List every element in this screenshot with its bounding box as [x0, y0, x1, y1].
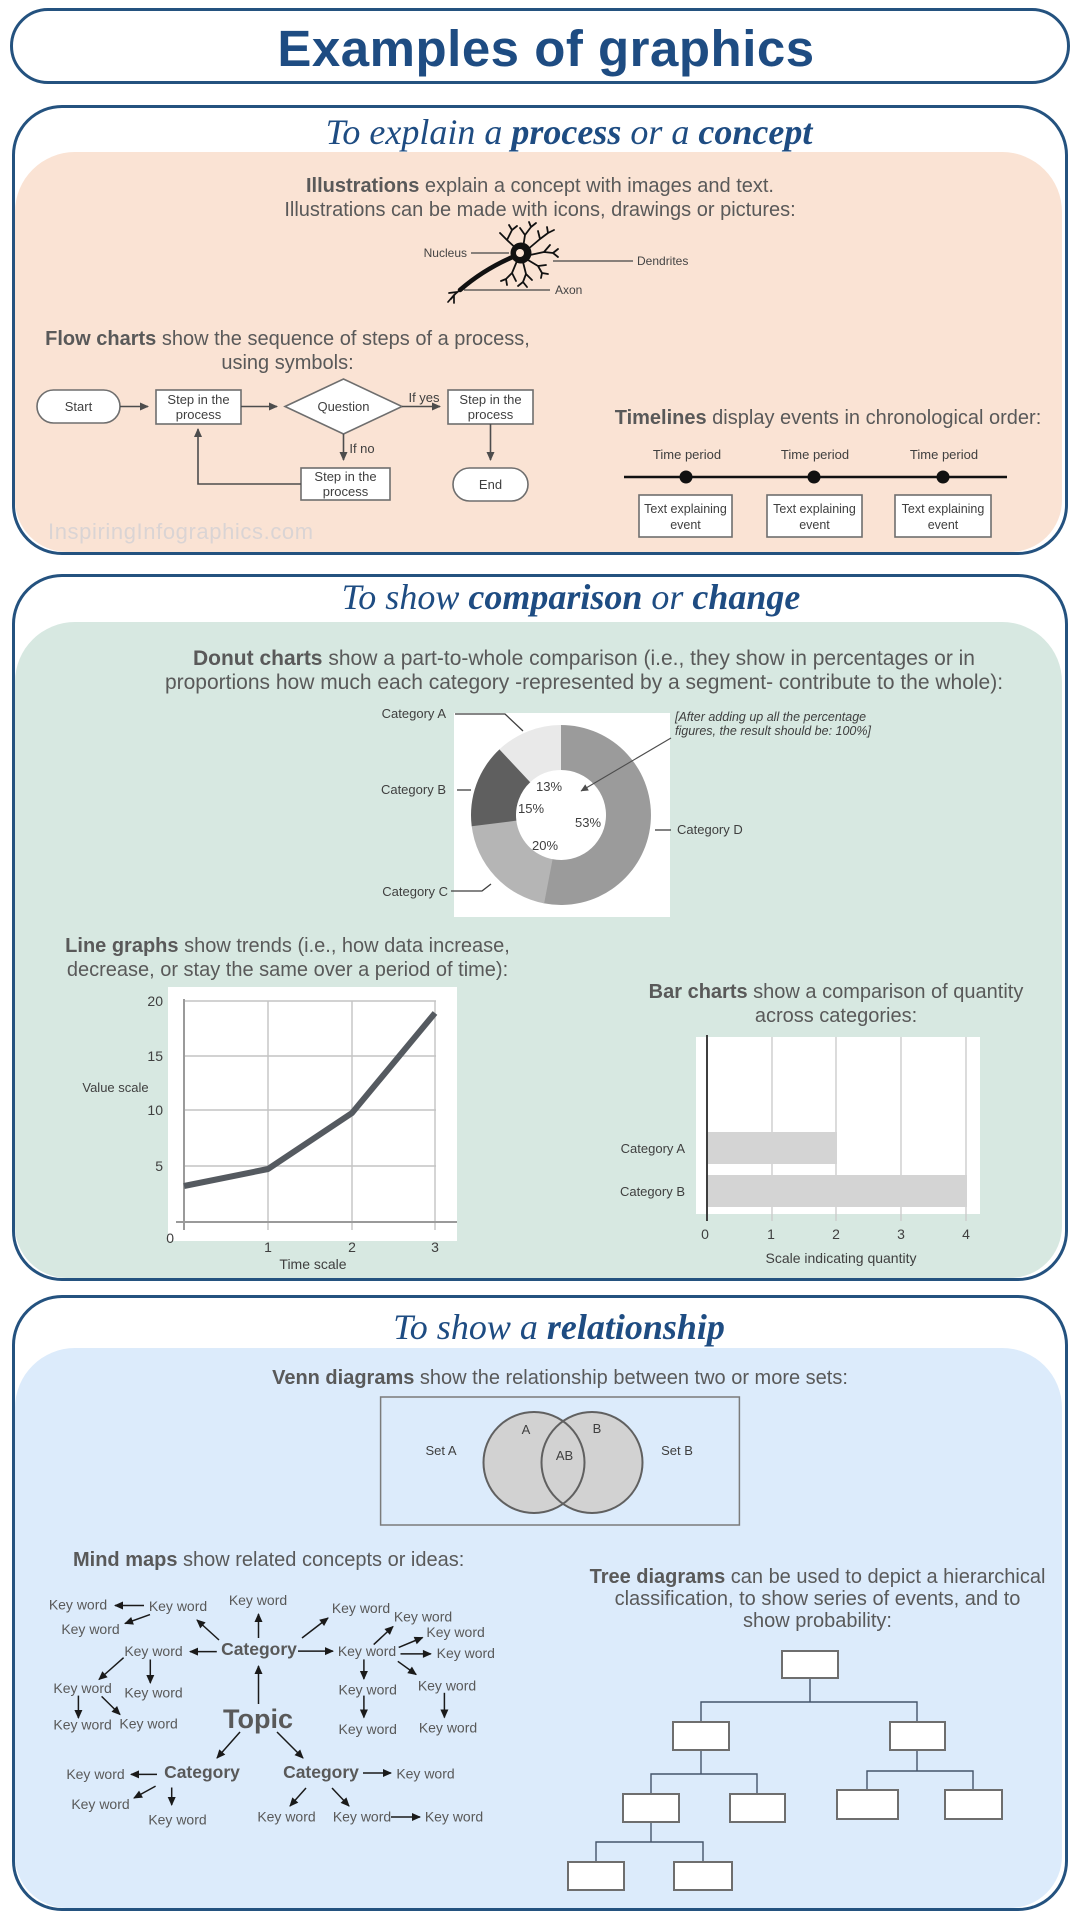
svg-text:End: End: [479, 477, 502, 492]
svg-text:5: 5: [155, 1158, 163, 1174]
svg-text:Key word: Key word: [61, 1621, 119, 1637]
svg-text:Key word: Key word: [71, 1796, 129, 1812]
svg-text:4: 4: [962, 1226, 970, 1242]
svg-text:Key word: Key word: [66, 1766, 124, 1782]
svg-text:Key word: Key word: [394, 1609, 452, 1625]
svg-text:1: 1: [767, 1226, 775, 1242]
svg-text:Key word: Key word: [339, 1682, 397, 1698]
svg-text:3: 3: [897, 1226, 905, 1242]
svg-text:Key word: Key word: [229, 1592, 287, 1608]
svg-text:If yes: If yes: [408, 390, 440, 405]
svg-text:Category C: Category C: [382, 884, 448, 899]
svg-text:Step in the: Step in the: [459, 392, 521, 407]
svg-text:Key word: Key word: [148, 1812, 206, 1828]
svg-text:Set A: Set A: [425, 1443, 456, 1458]
svg-text:Key word: Key word: [333, 1809, 391, 1825]
svg-text:process: process: [323, 484, 369, 499]
svg-text:Key word: Key word: [53, 1680, 111, 1696]
svg-text:15%: 15%: [518, 801, 544, 816]
svg-text:Scale indicating quantity: Scale indicating quantity: [766, 1250, 917, 1266]
svg-text:Step in the: Step in the: [167, 392, 229, 407]
svg-text:Time scale: Time scale: [279, 1256, 346, 1272]
svg-text:figures, the result should be:: figures, the result should be: 100%]: [675, 724, 871, 738]
svg-text:process: process: [176, 407, 222, 422]
svg-text:10: 10: [147, 1102, 163, 1118]
svg-text:Category A: Category A: [382, 706, 447, 721]
svg-text:2: 2: [832, 1226, 840, 1242]
svg-text:15: 15: [147, 1048, 163, 1064]
svg-text:Key word: Key word: [257, 1809, 315, 1825]
svg-text:Key word: Key word: [425, 1809, 483, 1825]
svg-text:Key word: Key word: [418, 1678, 476, 1694]
svg-text:Category B: Category B: [381, 782, 446, 797]
svg-text:Category: Category: [283, 1762, 359, 1782]
svg-text:Text explaining: Text explaining: [773, 502, 856, 516]
svg-text:Time period: Time period: [781, 447, 849, 462]
svg-text:Category A: Category A: [621, 1141, 686, 1156]
svg-text:Text explaining: Text explaining: [644, 502, 727, 516]
svg-text:If no: If no: [349, 441, 374, 456]
svg-text:Value scale: Value scale: [82, 1080, 148, 1095]
svg-text:Key word: Key word: [426, 1624, 484, 1640]
svg-text:Time period: Time period: [910, 447, 978, 462]
svg-text:0: 0: [701, 1226, 709, 1242]
svg-text:AB: AB: [556, 1448, 573, 1463]
svg-text:Key word: Key word: [49, 1597, 107, 1613]
svg-text:Key word: Key word: [149, 1598, 207, 1614]
svg-text:3: 3: [431, 1239, 439, 1255]
svg-text:Key word: Key word: [124, 1643, 182, 1659]
svg-text:Key word: Key word: [338, 1643, 396, 1659]
svg-text:Text explaining: Text explaining: [902, 502, 985, 516]
svg-text:13%: 13%: [536, 779, 562, 794]
svg-text:event: event: [928, 518, 959, 532]
svg-text:Key word: Key word: [332, 1600, 390, 1616]
svg-text:event: event: [670, 518, 701, 532]
svg-text:Start: Start: [65, 399, 93, 414]
svg-text:53%: 53%: [575, 815, 601, 830]
svg-text:Category: Category: [164, 1762, 240, 1782]
svg-text:Axon: Axon: [555, 283, 582, 297]
svg-text:Dendrites: Dendrites: [637, 254, 688, 268]
svg-text:Time period: Time period: [653, 447, 721, 462]
svg-text:0: 0: [166, 1230, 174, 1246]
svg-text:Key word: Key word: [124, 1685, 182, 1701]
svg-text:Category: Category: [221, 1639, 297, 1659]
svg-text:Key word: Key word: [53, 1717, 111, 1733]
svg-text:Key word: Key word: [437, 1645, 495, 1661]
svg-text:1: 1: [264, 1239, 272, 1255]
svg-text:20%: 20%: [532, 838, 558, 853]
svg-text:Question: Question: [317, 399, 369, 414]
svg-text:A: A: [522, 1422, 531, 1437]
svg-text:Category B: Category B: [620, 1184, 685, 1199]
svg-text:process: process: [468, 407, 514, 422]
svg-text:Step in the: Step in the: [314, 469, 376, 484]
svg-text:Topic: Topic: [223, 1704, 293, 1734]
svg-text:Key word: Key word: [396, 1766, 454, 1782]
svg-text:Category D: Category D: [677, 822, 743, 837]
svg-text:B: B: [593, 1421, 602, 1436]
svg-text:Key word: Key word: [419, 1720, 477, 1736]
svg-text:event: event: [799, 518, 830, 532]
svg-text:2: 2: [348, 1239, 356, 1255]
svg-text:Key word: Key word: [119, 1716, 177, 1732]
svg-text:20: 20: [147, 993, 163, 1009]
svg-text:[After adding up all the perce: [After adding up all the percentage: [674, 710, 866, 724]
svg-text:Key word: Key word: [339, 1721, 397, 1737]
svg-text:Set B: Set B: [661, 1443, 693, 1458]
svg-text:Nucleus: Nucleus: [424, 246, 467, 260]
